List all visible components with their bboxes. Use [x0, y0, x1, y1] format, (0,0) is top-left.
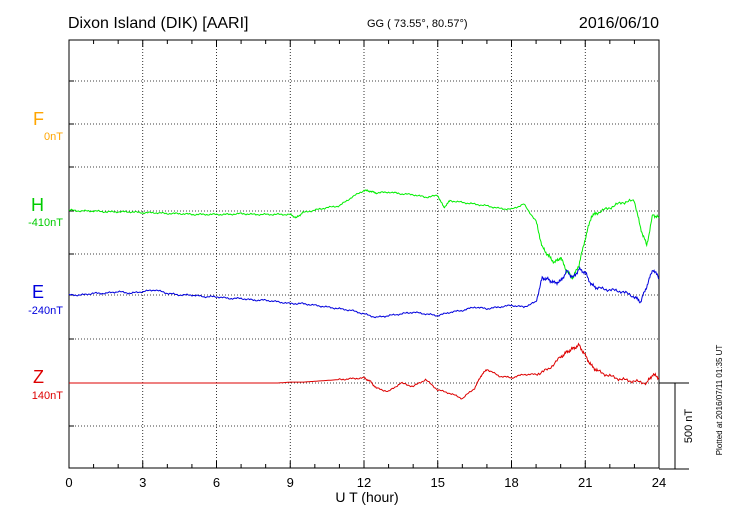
x-axis-label: U T (hour) — [335, 489, 398, 505]
coordinates-label: GG ( 73.55°, 80.57°) — [367, 18, 468, 30]
date-label: 2016/06/10 — [579, 15, 659, 32]
component-labels: F 0nT H -410nT E -240nT Z 140nT — [28, 109, 63, 402]
x-tick-label-12: 12 — [357, 475, 371, 490]
series-line-e — [68, 265, 660, 319]
component-z-baseline: 140nT — [32, 390, 63, 402]
x-tick-label-6: 6 — [213, 475, 220, 490]
x-tick-label-24: 24 — [652, 475, 666, 490]
scale-bar-label: 500 nT — [683, 409, 695, 444]
x-tick-label-15: 15 — [431, 475, 445, 490]
component-h-baseline: -410nT — [28, 217, 63, 229]
component-f-label: F — [33, 109, 44, 129]
chart-title: Dixon Island (DIK) [AARI] — [68, 15, 249, 32]
component-e-baseline: -240nT — [28, 305, 63, 317]
component-f-baseline: 0nT — [44, 131, 63, 143]
grid-lines — [68, 40, 660, 468]
x-tick-labels: 0 3 6 9 12 15 18 21 24 — [65, 475, 666, 490]
plotted-at-label: Plotted at 2016/07/11 01:35 UT — [715, 345, 724, 456]
component-h-label: H — [31, 195, 44, 215]
x-tick-label-0: 0 — [65, 475, 72, 490]
x-tick-label-3: 3 — [139, 475, 146, 490]
series-lines — [68, 189, 660, 400]
component-z-label: Z — [33, 367, 44, 387]
x-tick-label-21: 21 — [578, 475, 592, 490]
component-e-label: E — [32, 282, 44, 302]
x-tick-label-9: 9 — [287, 475, 294, 490]
series-line-h — [68, 189, 660, 280]
scale-bar: 500 nT — [659, 382, 695, 470]
series-line-z — [69, 342, 660, 400]
x-tick-label-18: 18 — [504, 475, 518, 490]
